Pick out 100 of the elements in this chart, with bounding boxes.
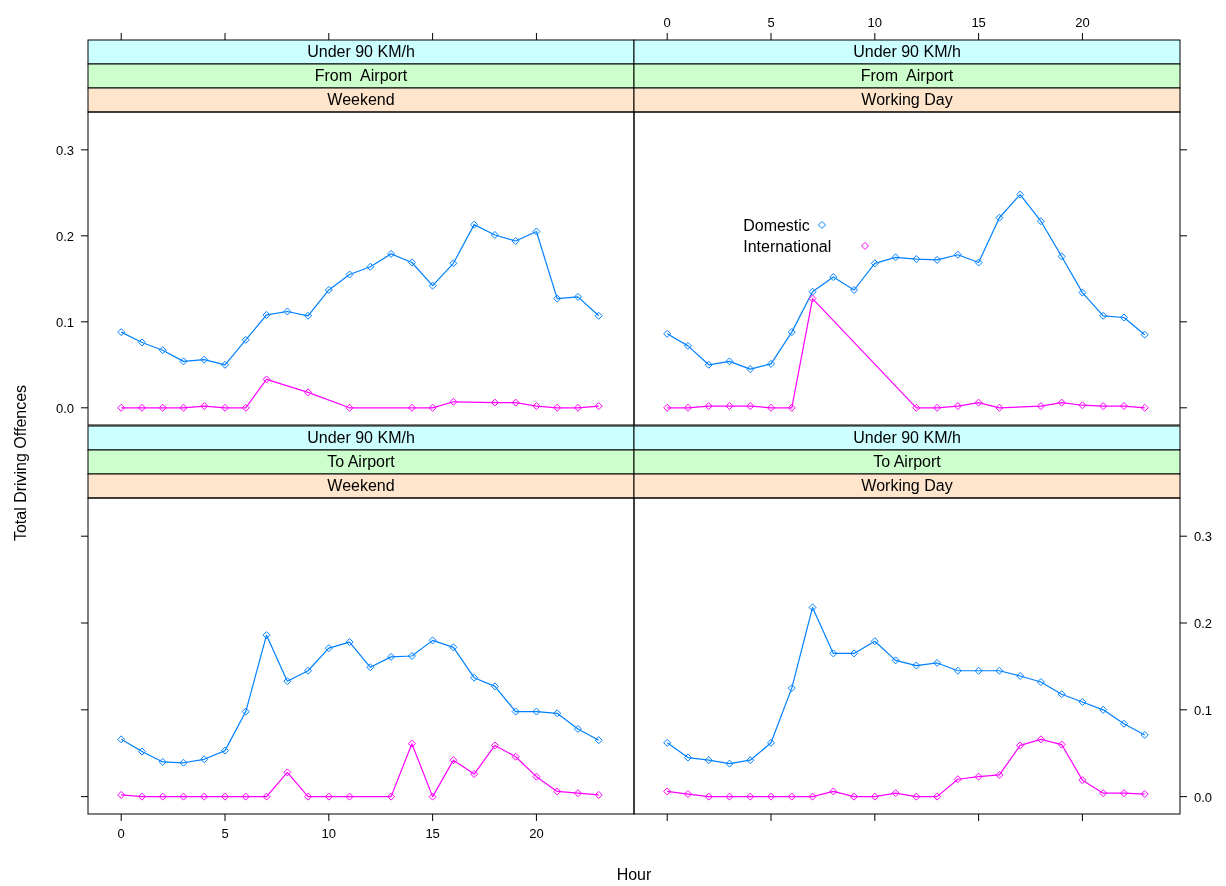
x-tick-label: 20 (1075, 15, 1090, 30)
point (137, 747, 146, 756)
chart-title: Under 90 KM/h (307, 43, 415, 60)
point (304, 388, 313, 397)
x-tick-label: 15 (425, 826, 440, 841)
point (137, 792, 146, 801)
point (428, 636, 437, 645)
y-tick-label: 0.1 (1194, 702, 1213, 718)
point (407, 652, 416, 660)
point (746, 792, 755, 801)
point (428, 403, 437, 412)
point (407, 403, 416, 412)
point (221, 360, 230, 369)
point (387, 792, 396, 801)
point (594, 311, 603, 320)
point (594, 736, 603, 745)
point (1119, 719, 1128, 728)
point (345, 270, 354, 279)
point (511, 752, 520, 761)
point (683, 753, 692, 762)
point (1057, 252, 1066, 261)
y-tick-label: 0.2 (55, 228, 74, 244)
point (1016, 741, 1025, 750)
x-tick-label: 5 (767, 15, 775, 30)
point (1078, 401, 1087, 410)
point (829, 649, 838, 658)
text: Working Day (861, 91, 953, 108)
point (933, 403, 942, 412)
point (891, 789, 900, 798)
point (974, 258, 983, 267)
point (200, 402, 209, 411)
chart-subtitle: From Airport (314, 67, 408, 84)
point (1057, 740, 1066, 749)
point (179, 403, 188, 412)
point (387, 652, 396, 661)
point (137, 403, 146, 412)
point (995, 213, 1004, 222)
y-tick-label: 0.3 (1194, 529, 1213, 545)
point (324, 792, 333, 801)
point (1140, 403, 1149, 412)
point (953, 775, 962, 784)
point (345, 403, 354, 412)
point (283, 677, 292, 686)
point (808, 294, 817, 303)
point (324, 286, 333, 294)
point (1078, 698, 1087, 707)
point (912, 403, 921, 412)
point (746, 756, 755, 765)
point (974, 666, 983, 675)
point (324, 644, 333, 653)
point (995, 666, 1004, 675)
chart-subtitle: To Airport (873, 453, 942, 470)
point (663, 787, 672, 796)
point (428, 281, 437, 290)
point (117, 403, 126, 412)
point (573, 403, 582, 412)
point (1036, 402, 1045, 411)
point (787, 684, 796, 693)
point (767, 359, 776, 368)
point (137, 338, 146, 347)
point (953, 402, 962, 411)
point (366, 663, 375, 672)
chart-title: Under 90 KM/h (853, 43, 961, 60)
point (725, 402, 734, 411)
point (449, 643, 458, 652)
point (1078, 776, 1087, 785)
text: Weekend (327, 91, 395, 108)
point (594, 402, 603, 411)
x-tick-label: 5 (221, 826, 229, 841)
point (553, 403, 562, 412)
point (490, 230, 499, 239)
point (767, 792, 776, 801)
point (1140, 330, 1149, 339)
point (829, 273, 838, 282)
point (891, 253, 900, 262)
point (1057, 690, 1066, 699)
point (449, 756, 458, 765)
point (953, 666, 962, 675)
point (511, 398, 520, 407)
point (262, 792, 271, 801)
point (1099, 402, 1108, 411)
point (345, 638, 354, 647)
point (117, 735, 126, 744)
point (767, 403, 776, 412)
point (1099, 789, 1108, 798)
x-tick-label: 10 (867, 15, 883, 30)
point (683, 341, 692, 350)
point (490, 741, 499, 750)
point (1099, 705, 1108, 714)
point (704, 792, 713, 801)
point (262, 375, 271, 384)
point (663, 403, 672, 412)
point (532, 772, 541, 781)
legend-label: Domestic (743, 216, 810, 234)
point (663, 738, 672, 747)
chart-title: Under 90 KM/h (853, 429, 961, 446)
text: Working Day (861, 477, 953, 494)
point (1036, 217, 1045, 226)
point (1119, 789, 1128, 798)
point (158, 403, 167, 412)
